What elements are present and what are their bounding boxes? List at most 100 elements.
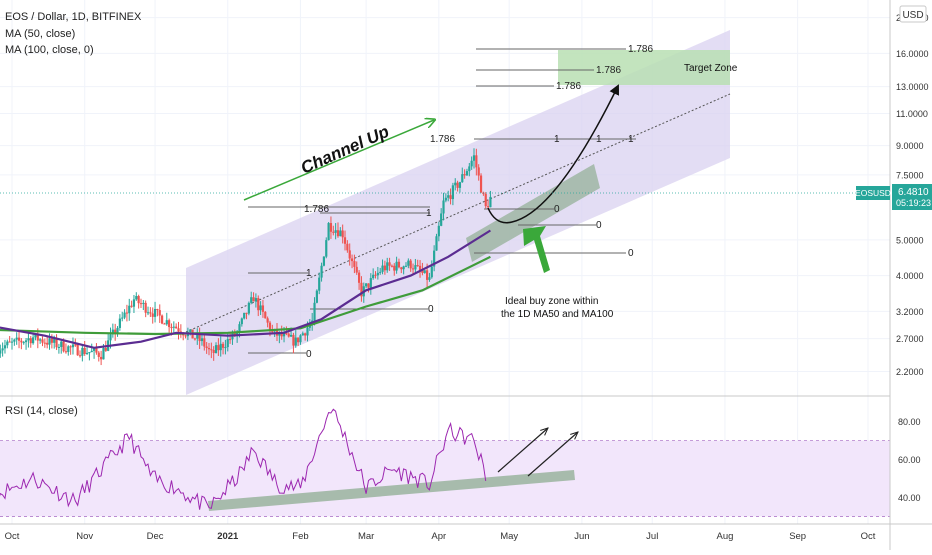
candle xyxy=(470,156,473,170)
time-tick-label: Dec xyxy=(147,531,164,542)
candle xyxy=(456,180,459,192)
fib-label: 1 xyxy=(628,134,634,145)
time-tick-label: Aug xyxy=(716,531,733,542)
fib-label: 1.786 xyxy=(596,65,621,76)
rsi-tick-label: 80.00 xyxy=(898,417,921,427)
candle xyxy=(8,336,11,343)
candle xyxy=(254,293,258,308)
buy-zone-label-line2: the 1D MA50 and MA100 xyxy=(501,309,614,320)
candle xyxy=(489,190,492,208)
price-tag-value: 6.4810 xyxy=(898,187,929,198)
price-tick-label: 16.0000 xyxy=(896,49,929,59)
candle xyxy=(383,260,386,275)
time-tick-label: 2021 xyxy=(217,531,239,542)
candle xyxy=(20,338,23,350)
target-zone-label: Target Zone xyxy=(684,63,738,74)
candle xyxy=(409,258,412,272)
fib-label: 0 xyxy=(628,248,634,259)
candle xyxy=(376,266,379,280)
candle xyxy=(435,233,438,251)
ma50-line xyxy=(0,229,491,349)
price-tick-label: 5.0000 xyxy=(896,235,924,245)
candle xyxy=(252,292,255,302)
candle xyxy=(468,162,471,177)
candle xyxy=(229,332,232,344)
fib-label: 1.786 xyxy=(304,204,329,215)
candle xyxy=(243,312,246,320)
fib-label: 1 xyxy=(426,208,432,219)
candle xyxy=(43,338,46,348)
candle xyxy=(97,350,100,362)
rsi-legend[interactable]: RSI (14, close) xyxy=(5,405,78,417)
channel-arrow xyxy=(243,120,434,201)
candle xyxy=(29,336,32,348)
candle xyxy=(88,352,91,361)
candle xyxy=(402,265,405,275)
candle xyxy=(449,188,452,205)
candle xyxy=(130,300,133,308)
target-zone-box[interactable] xyxy=(558,50,730,85)
candle xyxy=(210,342,213,359)
candle xyxy=(15,332,18,345)
candle xyxy=(118,314,121,331)
candle xyxy=(142,300,145,311)
fib-label: 1 xyxy=(596,134,602,145)
candle xyxy=(144,300,147,318)
candle xyxy=(76,342,79,356)
candle xyxy=(407,258,410,269)
candle xyxy=(22,340,25,345)
candle xyxy=(357,270,361,290)
candle xyxy=(78,350,82,358)
rsi-arrow-1 xyxy=(497,428,548,473)
candle xyxy=(153,301,157,323)
fib-labels: 1.786 1.786 1.786 1.786 1 1 1 1.786 1 0 … xyxy=(304,44,653,360)
time-tick-label: Oct xyxy=(861,531,876,542)
currency-badge[interactable]: USD xyxy=(899,5,927,23)
candle xyxy=(395,256,398,274)
channel-midline xyxy=(185,93,731,333)
candle xyxy=(343,230,347,251)
symbol-title[interactable]: EOS / Dollar, 1D, BITFINEX xyxy=(5,11,142,23)
candle xyxy=(168,318,171,333)
candle xyxy=(292,332,295,354)
candle xyxy=(27,332,30,348)
candle xyxy=(484,192,487,209)
candle xyxy=(454,178,457,191)
time-tick-label: Apr xyxy=(431,531,446,542)
ma100-legend[interactable]: MA (100, close, 0) xyxy=(5,44,94,56)
candle xyxy=(250,291,253,305)
candle xyxy=(224,339,227,355)
price-tick-label: 2.7000 xyxy=(896,334,924,344)
time-tick-label: Jun xyxy=(574,531,589,542)
candle xyxy=(156,308,159,317)
candle xyxy=(374,271,377,279)
candle xyxy=(71,337,75,355)
rsi-support-band xyxy=(208,470,575,511)
fib-label: 0 xyxy=(596,220,602,231)
candle xyxy=(463,169,466,179)
candle xyxy=(160,314,164,325)
candle xyxy=(24,338,28,350)
rsi-axis-ticks[interactable]: 80.00 60.00 40.00 xyxy=(898,417,921,503)
candle xyxy=(350,254,354,269)
time-axis-ticks[interactable]: Oct Nov Dec 2021 Feb Mar Apr May Jun Jul Aug Sep Oct xyxy=(5,531,876,542)
price-tick-label: 4.0000 xyxy=(896,271,924,281)
candle xyxy=(442,192,445,221)
candle xyxy=(13,338,16,346)
fib-label: 1 xyxy=(554,134,560,145)
candle xyxy=(336,222,340,238)
ma50-legend[interactable]: MA (50, close) xyxy=(5,28,75,40)
candle xyxy=(440,208,443,227)
candle xyxy=(475,148,478,176)
candle xyxy=(92,346,96,359)
candle xyxy=(116,326,119,337)
candle xyxy=(304,332,307,341)
candle xyxy=(85,345,89,355)
candle xyxy=(207,343,211,356)
buy-zone-box[interactable] xyxy=(466,164,600,262)
candle xyxy=(10,337,14,350)
symbol-tag: EOSUSD xyxy=(855,186,891,200)
fib-label: 0 xyxy=(306,349,312,360)
candle xyxy=(320,262,323,282)
